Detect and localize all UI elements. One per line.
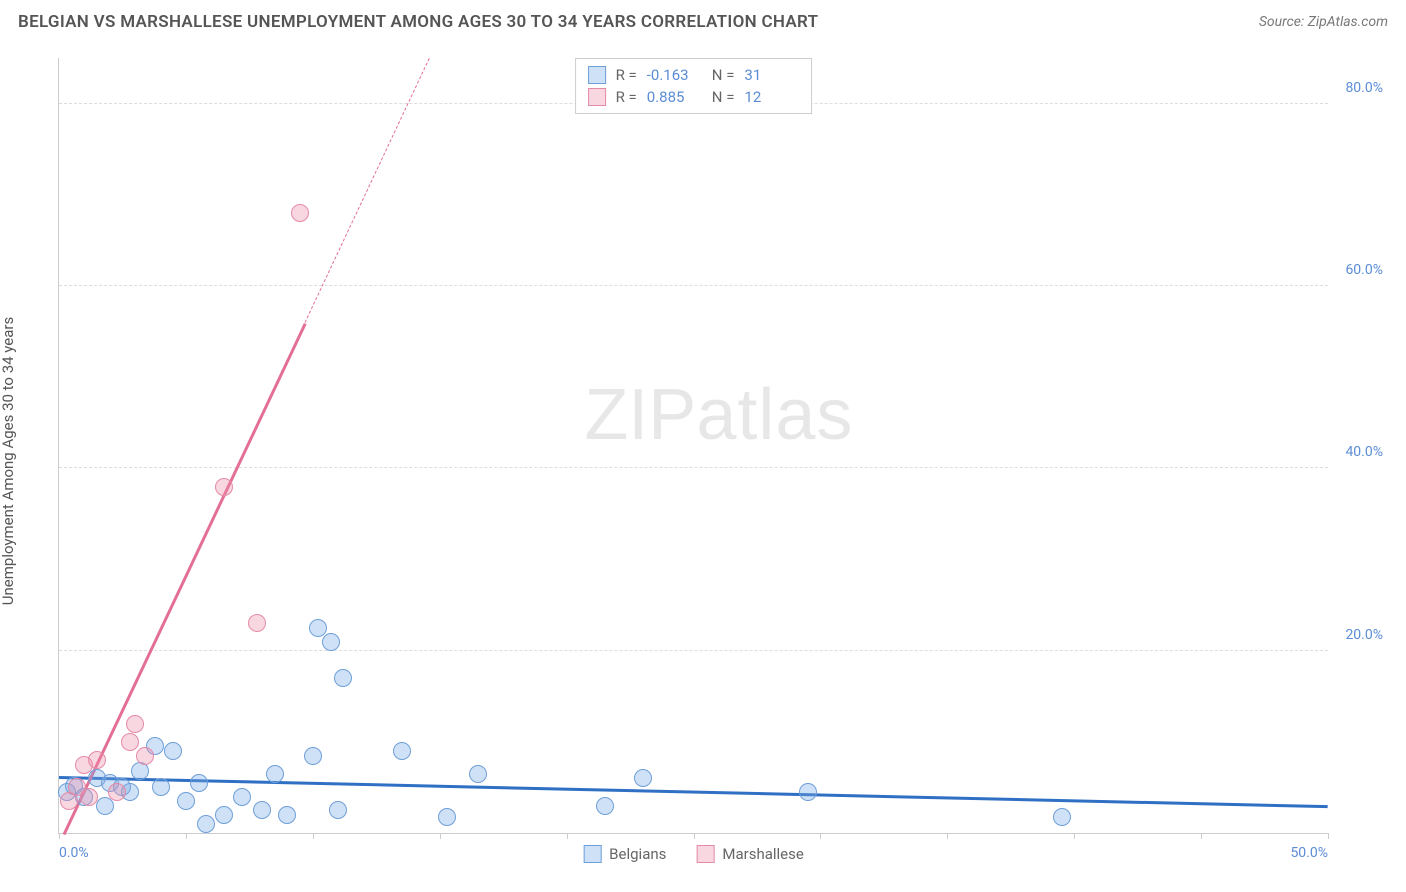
data-point (108, 783, 126, 801)
r-value: -0.163 (647, 66, 702, 84)
legend-label: Marshallese (722, 845, 803, 863)
data-point (215, 806, 233, 824)
r-value: 0.885 (647, 88, 702, 106)
n-label: N = (712, 88, 735, 106)
data-point (177, 792, 195, 810)
data-point (291, 204, 309, 222)
data-point (438, 808, 456, 826)
plot-region: R = -0.163 N = 31 R = 0.885 N = 12 ZIPat… (58, 58, 1328, 834)
gridline (59, 285, 1328, 286)
data-point (278, 806, 296, 824)
data-point (304, 747, 322, 765)
data-point (596, 797, 614, 815)
x-tick (440, 833, 441, 839)
chart-source: Source: ZipAtlas.com (1259, 14, 1388, 30)
swatch-marshallese-icon (696, 845, 714, 863)
n-label: N = (712, 66, 735, 84)
data-point (136, 747, 154, 765)
n-value: 12 (744, 88, 799, 106)
data-point (248, 614, 266, 632)
data-point (253, 801, 271, 819)
swatch-belgians (588, 66, 606, 84)
data-point (322, 633, 340, 651)
data-point (233, 788, 251, 806)
data-point (215, 478, 233, 496)
x-tick (1328, 833, 1329, 839)
legend-row-marshallese: R = 0.885 N = 12 (588, 86, 800, 108)
legend-row-belgians: R = -0.163 N = 31 (588, 64, 800, 86)
r-label: R = (616, 66, 637, 84)
y-tick-label: 20.0% (1345, 627, 1383, 643)
y-tick-label: 80.0% (1345, 80, 1383, 96)
x-max-label: 50.0% (1290, 845, 1328, 861)
data-point (197, 815, 215, 833)
y-tick-label: 60.0% (1345, 262, 1383, 278)
trend-line (305, 58, 430, 323)
n-value: 31 (744, 66, 799, 84)
x-tick (1201, 833, 1202, 839)
y-tick-label: 40.0% (1345, 444, 1383, 460)
data-point (1053, 808, 1071, 826)
data-point (152, 778, 170, 796)
data-point (634, 769, 652, 787)
x-min-label: 0.0% (59, 845, 89, 861)
r-label: R = (616, 88, 637, 106)
data-point (393, 742, 411, 760)
x-tick (947, 833, 948, 839)
data-point (164, 742, 182, 760)
x-tick (1074, 833, 1075, 839)
data-point (80, 788, 98, 806)
chart-title: BELGIAN VS MARSHALLESE UNEMPLOYMENT AMON… (18, 12, 818, 32)
data-point (266, 765, 284, 783)
data-point (96, 797, 114, 815)
data-point (88, 751, 106, 769)
watermark: ZIPatlas (584, 374, 853, 456)
data-point (334, 669, 352, 687)
gridline (59, 650, 1328, 651)
legend-item-belgians: Belgians (583, 845, 666, 863)
series-legend: Belgians Marshallese (583, 845, 804, 863)
x-tick (313, 833, 314, 839)
x-tick (694, 833, 695, 839)
data-point (799, 783, 817, 801)
correlation-legend: R = -0.163 N = 31 R = 0.885 N = 12 (575, 58, 813, 114)
watermark-bold: ZIP (584, 375, 696, 455)
x-tick (59, 833, 60, 839)
legend-item-marshallese: Marshallese (696, 845, 803, 863)
chart-header: BELGIAN VS MARSHALLESE UNEMPLOYMENT AMON… (0, 0, 1406, 40)
swatch-marshallese (588, 88, 606, 106)
x-tick (186, 833, 187, 839)
data-point (121, 733, 139, 751)
x-tick (820, 833, 821, 839)
data-point (469, 765, 487, 783)
swatch-belgians-icon (583, 845, 601, 863)
data-point (131, 762, 149, 780)
y-axis-label: Unemployment Among Ages 30 to 34 years (0, 317, 17, 605)
x-tick (567, 833, 568, 839)
data-point (190, 774, 208, 792)
watermark-light: atlas (696, 375, 853, 455)
data-point (126, 715, 144, 733)
gridline (59, 467, 1328, 468)
legend-label: Belgians (609, 845, 666, 863)
data-point (329, 801, 347, 819)
chart-area: Unemployment Among Ages 30 to 34 years R… (18, 48, 1388, 874)
